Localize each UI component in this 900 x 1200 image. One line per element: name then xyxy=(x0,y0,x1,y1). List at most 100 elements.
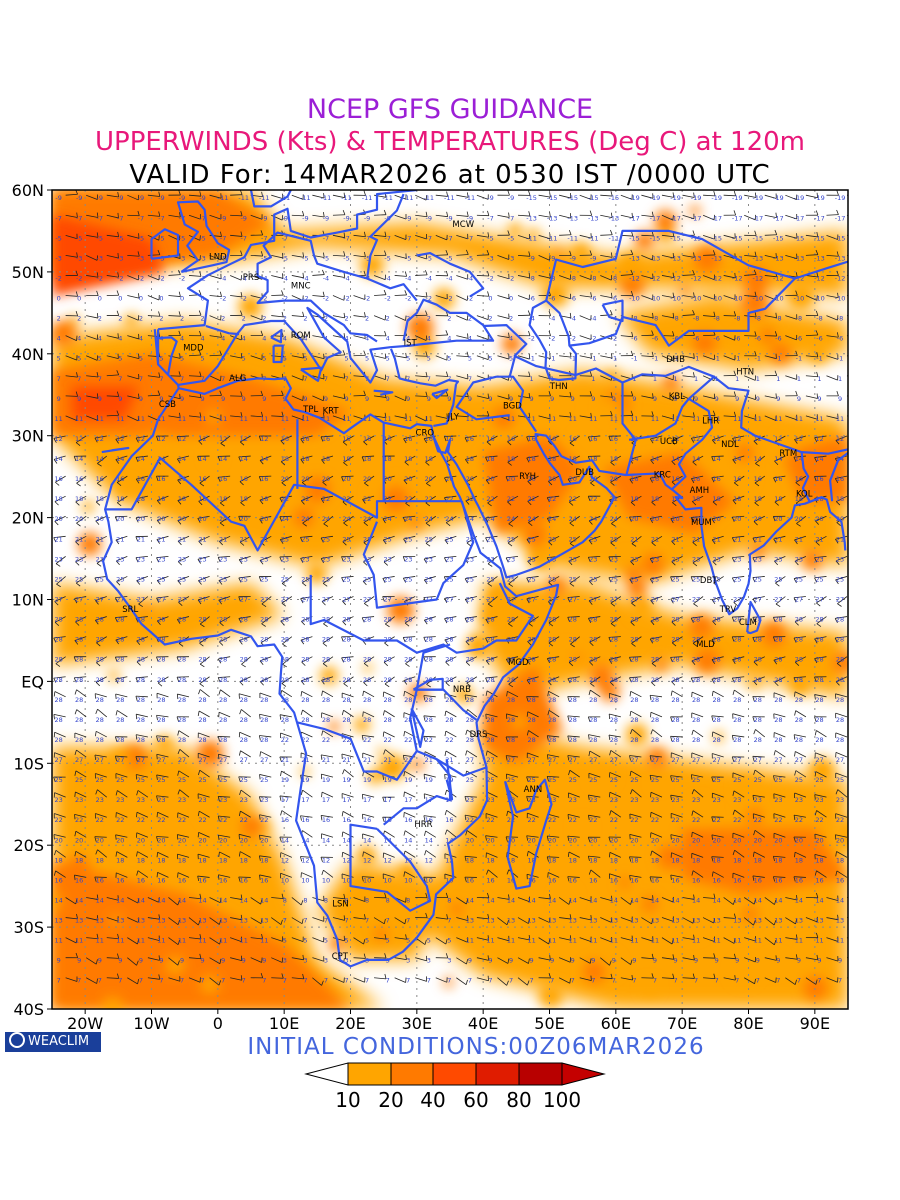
temp-value: 7 xyxy=(386,375,390,383)
temp-value: 17 xyxy=(342,796,350,804)
barb-staff xyxy=(127,957,137,966)
barb-feather xyxy=(117,933,120,939)
barb-staff xyxy=(239,475,251,482)
barb-feather xyxy=(116,370,120,376)
barb-feather xyxy=(156,557,160,563)
barb-staff xyxy=(147,957,160,961)
temp-value: 9 xyxy=(57,395,61,403)
temp-value: 28 xyxy=(342,636,350,644)
temp-value: 13 xyxy=(733,917,741,925)
temp-value: 25 xyxy=(96,776,104,784)
barb-staff xyxy=(219,851,231,858)
temp-value: 27 xyxy=(240,596,248,604)
barb-feather xyxy=(156,597,160,603)
temp-value: 21 xyxy=(363,756,371,764)
temp-value: 20 xyxy=(671,515,679,523)
station-label: ALG xyxy=(229,374,246,384)
temp-value: -9 xyxy=(549,254,555,262)
temp-value: 28 xyxy=(404,696,412,704)
temp-value: 25 xyxy=(301,535,309,543)
temp-value: 11 xyxy=(713,937,721,945)
shade-speckle xyxy=(109,748,130,769)
temp-value: 25 xyxy=(96,575,104,583)
barb-feather xyxy=(95,709,98,715)
temp-value: 11 xyxy=(692,937,700,945)
temp-value: 5 xyxy=(283,937,287,945)
temp-value: 11 xyxy=(342,415,350,423)
wind-barbs xyxy=(53,190,859,986)
temp-value: 5 xyxy=(344,355,348,363)
temp-value: -9 xyxy=(199,194,205,202)
barb-feather xyxy=(55,663,61,667)
temp-value: 7 xyxy=(571,977,575,985)
temp-value: 28 xyxy=(527,716,535,724)
temp-value: -3 xyxy=(179,254,185,262)
barb-feather xyxy=(199,623,205,628)
shade-speckle xyxy=(694,648,720,674)
barb-staff xyxy=(157,616,169,622)
temp-value: 2 xyxy=(447,315,451,323)
barb-feather xyxy=(158,311,161,317)
temp-value: 1 xyxy=(776,375,780,383)
temp-value: -1 xyxy=(837,355,843,363)
temp-value: 0 xyxy=(139,295,143,303)
temp-value: -1 xyxy=(796,355,802,363)
temp-value: -6 xyxy=(837,335,843,343)
barb-feather xyxy=(858,915,859,920)
temp-value: 14 xyxy=(630,896,638,904)
temp-value: 2 xyxy=(303,315,307,323)
barb-staff xyxy=(136,811,149,818)
temp-value: 23 xyxy=(219,796,227,804)
barb-feather xyxy=(115,834,117,840)
temp-value: 24 xyxy=(404,515,412,523)
temp-value: -8 xyxy=(775,315,781,323)
barb-feather xyxy=(156,539,161,544)
temp-value: 28 xyxy=(692,716,700,724)
barb-staff xyxy=(97,455,108,464)
barb-feather xyxy=(53,691,56,697)
temp-value: 28 xyxy=(342,676,350,684)
barb-staff xyxy=(65,214,78,218)
barb-staff xyxy=(156,596,169,599)
shade-speckle xyxy=(408,683,428,703)
temp-value: 27 xyxy=(178,756,186,764)
temp-value: 18 xyxy=(651,856,659,864)
barb-feather xyxy=(156,500,161,505)
barb-feather xyxy=(135,457,139,463)
temp-value: 24 xyxy=(548,515,556,523)
temp-value: 25 xyxy=(589,575,597,583)
temp-value: 0 xyxy=(180,295,184,303)
temp-value: -6 xyxy=(652,335,658,343)
temp-value: -5 xyxy=(508,234,514,242)
temp-value: 7 xyxy=(262,977,266,985)
temp-value: 16 xyxy=(569,876,577,884)
temp-value: 7 xyxy=(447,917,451,925)
temp-value: 7 xyxy=(838,977,842,985)
temp-value: 9 xyxy=(550,957,554,965)
lat-tick-label: EQ xyxy=(21,672,44,691)
temp-value: 21 xyxy=(198,535,206,543)
lat-tick-label: 30N xyxy=(12,427,44,446)
temp-value: -5 xyxy=(117,234,123,242)
barb-staff xyxy=(218,796,231,798)
barb-staff xyxy=(415,355,428,357)
temp-value: -3 xyxy=(508,254,514,262)
temp-value: 14 xyxy=(75,455,83,463)
temp-value: 28 xyxy=(589,616,597,624)
temp-value: 28 xyxy=(137,736,145,744)
barb-feather xyxy=(240,210,243,217)
shade-speckle xyxy=(619,877,631,888)
station-label: BGD xyxy=(503,402,522,412)
temp-value: -15 xyxy=(588,194,599,202)
temp-value: 18 xyxy=(240,856,248,864)
barb-staff xyxy=(218,656,231,660)
barb-feather xyxy=(858,291,859,296)
temp-value: 20 xyxy=(651,515,659,523)
shade-speckle xyxy=(374,927,388,941)
temp-value: 28 xyxy=(240,736,248,744)
temp-value: 20 xyxy=(96,836,104,844)
barb-feather xyxy=(197,559,201,564)
temp-value: 13 xyxy=(96,917,104,925)
temp-value: 7 xyxy=(57,375,61,383)
